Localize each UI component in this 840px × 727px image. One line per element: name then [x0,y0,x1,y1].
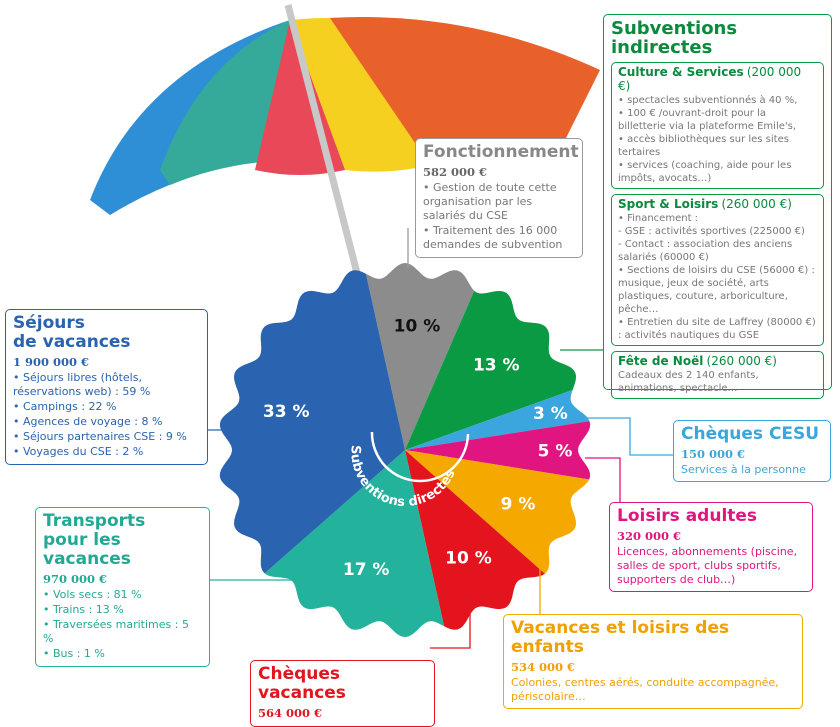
pie-slice [405,450,590,574]
indirectes-title: Subventions indirectes [611,18,738,58]
enfants-callout: Vacances et loisirs des enfants 534 000 … [503,614,803,709]
sejours-title: Séjours [13,313,85,333]
pie-slice [405,390,590,450]
list-item: • Trains : 13 % [43,603,124,616]
slice-pct-label: 5 % [538,441,573,461]
noel-box: Fête de Noël (260 000 €) Cadeaux des 2 1… [611,351,824,399]
slice-pct-label: 13 % [473,356,520,376]
transports-title: Transports [43,511,146,531]
pie-slice [264,450,445,637]
pie-slice [405,290,576,450]
loisirs-callout: Loisirs adultes 320 000 € Licences, abon… [609,502,813,592]
pie-slice [405,450,545,630]
enfants-amount: 534 000 € [511,660,576,674]
umbrella-pie-chart: 10 %13 %3 %5 %9 %10 %17 %33 % Subvention… [90,4,675,649]
list-item: - GSE : activités sportives (225000 €) [618,226,805,237]
transports-amount: 970 000 € [43,572,108,586]
loisirs-title: Loisirs adultes [617,506,758,526]
list-item: • Traitement des 16 000 demandes de subv… [423,224,563,251]
sport-title: Sport & Loisirs [618,197,719,211]
enfants-title: Vacances et loisirs des enfants [511,618,730,657]
list-item: • Traversées maritimes : 5 % [43,618,189,645]
list-item: • spectacles subventionnés à 40 %, [618,95,798,106]
list-item: • services (coaching, aide pour les impô… [618,160,792,184]
list-item: Licences, abonnements (piscine, salles d… [617,545,798,586]
slice-pct-label: 10 % [445,549,492,569]
list-item: • Bus : 1 % [43,647,105,660]
sejours-title-2: de vacances [13,332,131,352]
culture-amount: (200 000 €) [618,65,802,93]
noel-title: Fête de Noël [618,354,704,368]
list-item: • Séjours partenaires CSE : 9 % [13,430,187,443]
slice-pct-label: 10 % [394,317,441,337]
list-item: • Agences de voyage : 8 % [13,415,163,428]
center-arrow-arc [370,431,470,483]
sejours-amount: 1 900 000 € [13,355,90,369]
list-item: • Entretien du site de Laffrey (80000 €)… [618,317,816,341]
noel-amount: (260 000 €) [706,354,777,368]
slice-pct-label: 33 % [263,402,310,422]
fonctionnement-title: Fonctionnement [423,142,579,162]
list-item: • Sections de loisirs du CSE (56000 €) :… [618,265,815,315]
cesu-title: Chèques CESU [681,424,820,444]
fonctionnement-amount: 582 000 € [423,165,488,179]
list-item: • 100 € /ouvrant-droit pour la billetter… [618,108,797,132]
cesu-amount: 150 000 € [681,447,746,461]
pie-slice [405,421,591,480]
pie-slice [365,263,475,450]
cheques-vacances-callout: Chèques vacances 564 000 € [250,660,435,727]
list-item: • Séjours libres (hôtels, réservations w… [13,371,151,398]
loisirs-amount: 320 000 € [617,529,682,543]
list-item: Services à la personne [681,463,806,476]
list-item: • Voyages du CSE : 2 % [13,445,144,458]
slice-pct-label: 17 % [343,560,390,580]
culture-title: Culture & Services [618,65,744,79]
list-item: Cadeaux des 2 140 enfants, animations, s… [618,370,759,394]
list-item: • Gestion de toute cette organisation pa… [423,181,557,222]
cheques-amount: 564 000 € [258,706,323,720]
umbrella-illustration [90,4,600,449]
list-item: - Contact : association des anciens sala… [618,239,793,263]
sport-amount: (260 000 €) [721,197,792,211]
transports-callout: Transports pour les vacances 970 000 € •… [35,507,210,667]
list-item: Colonies, centres aérés, conduite accomp… [511,676,779,703]
sejours-callout: Séjours de vacances 1 900 000 € • Séjour… [5,309,208,465]
transports-title-2: pour les vacances [43,530,131,569]
pie-slice [219,270,405,574]
subventions-indirectes-callout: Subventions indirectes Culture & Service… [603,14,832,399]
list-item: • Financement : [618,213,699,224]
fonctionnement-callout: Fonctionnement 582 000 € • Gestion de to… [415,138,583,258]
slice-pct-label: 9 % [501,494,536,514]
list-item: • Campings : 22 % [13,400,117,413]
list-item: • accès bibliothèques sur les sites tert… [618,134,789,158]
cheques-title: Chèques vacances [258,664,346,703]
culture-box: Culture & Services (200 000 €) • spectac… [611,62,824,189]
sport-box: Sport & Loisirs (260 000 €) • Financemen… [611,194,824,346]
cesu-callout: Chèques CESU 150 000 € Services à la per… [673,420,831,482]
list-item: • Vols secs : 81 % [43,588,142,601]
slice-pct-label: 3 % [533,404,568,424]
